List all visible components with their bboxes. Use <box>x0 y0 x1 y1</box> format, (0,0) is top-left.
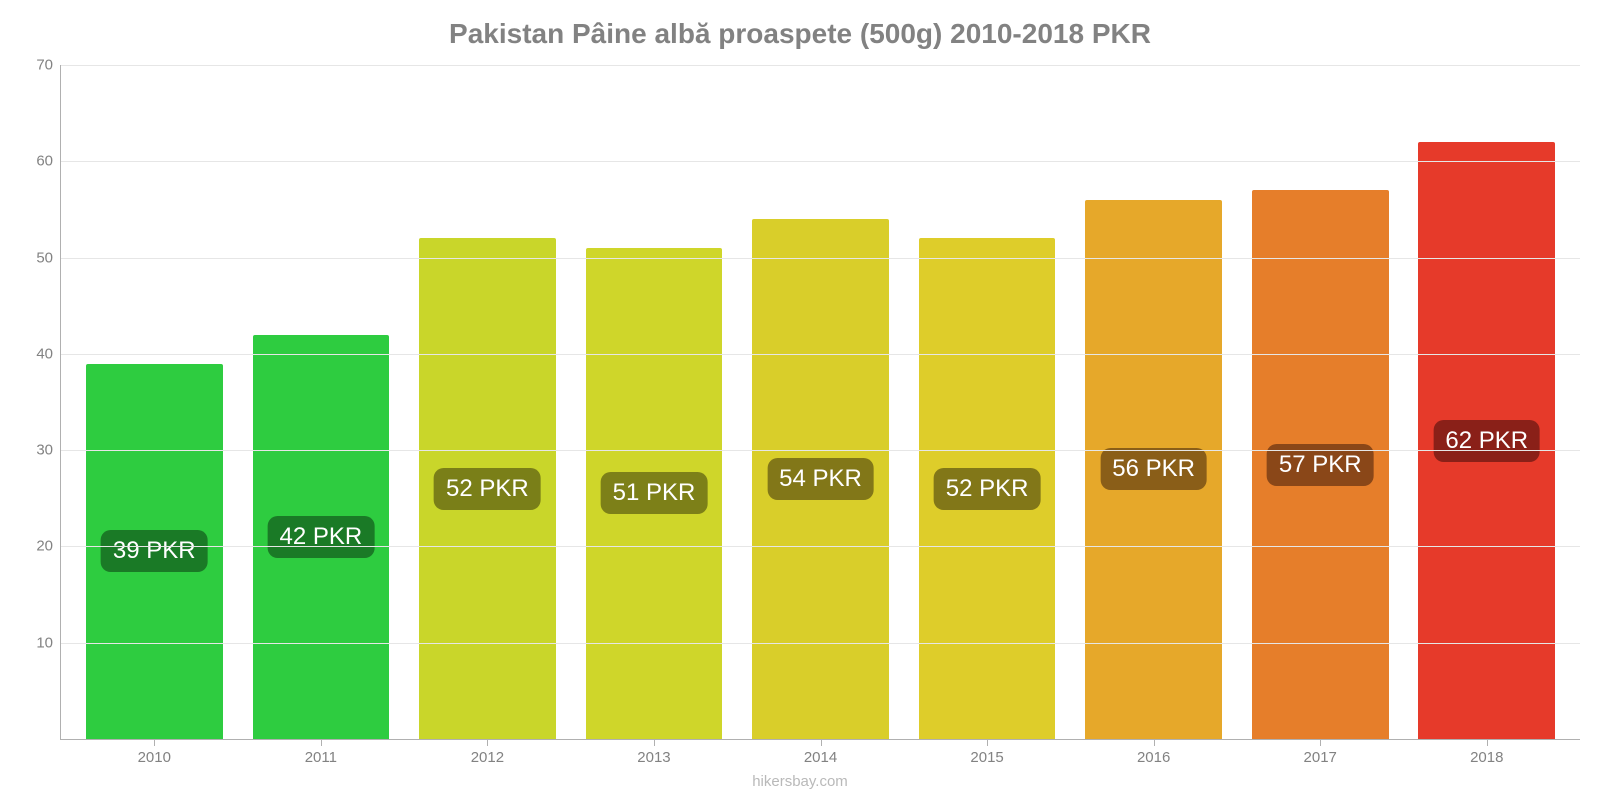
bar-slot: 51 PKR2013 <box>571 65 738 739</box>
grid-line <box>61 354 1580 355</box>
chart-title: Pakistan Pâine albă proaspete (500g) 201… <box>0 0 1600 50</box>
x-axis-tick <box>654 739 655 746</box>
x-axis-label: 2015 <box>970 749 1003 766</box>
x-axis-label: 2016 <box>1137 749 1170 766</box>
bar-value-label: 54 PKR <box>767 458 874 500</box>
x-axis-tick <box>987 739 988 746</box>
bar-value-label: 39 PKR <box>101 530 208 572</box>
y-axis-label: 60 <box>19 153 53 170</box>
bar: 39 PKR <box>86 364 223 740</box>
bar-slot: 54 PKR2014 <box>737 65 904 739</box>
x-axis-tick <box>487 739 488 746</box>
bar-slot: 39 PKR2010 <box>71 65 238 739</box>
grid-line <box>61 161 1580 162</box>
bar-slot: 62 PKR2018 <box>1404 65 1571 739</box>
bar-slot: 52 PKR2015 <box>904 65 1071 739</box>
bar-slot: 42 PKR2011 <box>238 65 405 739</box>
grid-line <box>61 546 1580 547</box>
y-axis-label: 70 <box>19 57 53 74</box>
chart-source: hikersbay.com <box>0 773 1600 790</box>
bar: 52 PKR <box>919 238 1056 739</box>
bars-container: 39 PKR201042 PKR201152 PKR201251 PKR2013… <box>61 65 1580 739</box>
y-axis-label: 50 <box>19 249 53 266</box>
grid-line <box>61 65 1580 66</box>
bar: 52 PKR <box>419 238 556 739</box>
bar-value-label: 51 PKR <box>601 472 708 514</box>
bar-value-label: 62 PKR <box>1433 420 1540 462</box>
grid-line <box>61 258 1580 259</box>
bar: 56 PKR <box>1085 200 1222 739</box>
x-axis-tick <box>821 739 822 746</box>
bar: 42 PKR <box>253 335 390 739</box>
y-axis-label: 20 <box>19 538 53 555</box>
x-axis-tick <box>321 739 322 746</box>
x-axis-tick <box>1154 739 1155 746</box>
x-axis-label: 2014 <box>804 749 837 766</box>
bar-value-label: 42 PKR <box>267 516 374 558</box>
bar: 51 PKR <box>586 248 723 739</box>
grid-line <box>61 450 1580 451</box>
bar-value-label: 52 PKR <box>434 468 541 510</box>
x-axis-tick <box>154 739 155 746</box>
chart-area: 39 PKR201042 PKR201152 PKR201251 PKR2013… <box>60 65 1580 740</box>
x-axis-label: 2013 <box>637 749 670 766</box>
bar-value-label: 52 PKR <box>934 468 1041 510</box>
y-axis-label: 30 <box>19 442 53 459</box>
x-axis-label: 2012 <box>471 749 504 766</box>
plot: 39 PKR201042 PKR201152 PKR201251 PKR2013… <box>60 65 1580 740</box>
bar-slot: 52 PKR2012 <box>404 65 571 739</box>
x-axis-tick <box>1487 739 1488 746</box>
x-axis-label: 2010 <box>138 749 171 766</box>
x-axis-label: 2011 <box>305 749 337 766</box>
x-axis-label: 2017 <box>1304 749 1337 766</box>
bar-slot: 57 PKR2017 <box>1237 65 1404 739</box>
bar-slot: 56 PKR2016 <box>1070 65 1237 739</box>
x-axis-label: 2018 <box>1470 749 1503 766</box>
bar: 57 PKR <box>1252 190 1389 739</box>
y-axis-label: 40 <box>19 345 53 362</box>
grid-line <box>61 643 1580 644</box>
bar: 54 PKR <box>752 219 889 739</box>
bar-value-label: 56 PKR <box>1100 448 1207 490</box>
y-axis-label: 10 <box>19 634 53 651</box>
x-axis-tick <box>1320 739 1321 746</box>
bar: 62 PKR <box>1418 142 1555 739</box>
